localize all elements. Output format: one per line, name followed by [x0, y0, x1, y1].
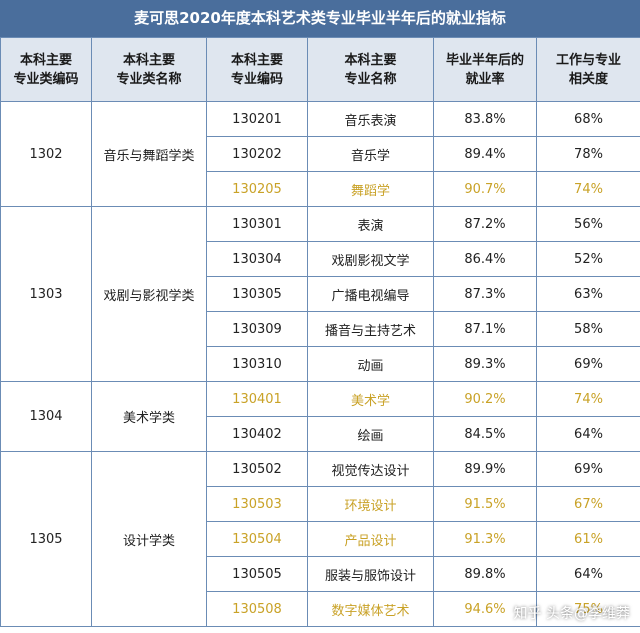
table-row: 130310 动画 89.3% 69%: [1, 346, 640, 382]
major-code-cell: 130502: [206, 451, 308, 487]
table-row: 130202 音乐学 89.4% 78%: [1, 136, 640, 172]
major-code-cell: 130205: [206, 171, 308, 207]
table-body: 1302 音乐与舞蹈学类 130201 音乐表演 83.8% 68% 130202 音乐学 89…: [0, 101, 640, 627]
major-code-cell: 130505: [206, 556, 308, 592]
table-row: 1303 戏剧与影视学类 130301 表演 87.2% 56%: [0, 206, 640, 382]
employment-rate-cell: 90.7%: [433, 171, 537, 207]
employment-rate-cell: 89.4%: [433, 136, 537, 172]
major-name-cell: 视觉传达设计: [307, 451, 434, 487]
header-employment-rate: 毕业半年后的 就业率: [433, 37, 537, 102]
relevance-cell: 58%: [536, 311, 640, 347]
employment-rate-cell: 89.3%: [433, 346, 537, 382]
category-code-cell: 1302: [0, 101, 92, 207]
employment-rate-cell: 84.5%: [433, 416, 537, 452]
relevance-cell: 64%: [536, 416, 640, 452]
table-row: 130402 绘画 84.5% 64%: [1, 416, 640, 452]
major-code-cell: 130402: [206, 416, 308, 452]
header-relevance: 工作与专业 相关度: [536, 37, 640, 102]
relevance-cell: 56%: [536, 206, 640, 242]
category-code-cell: 1305: [0, 451, 92, 627]
category-code-cell: 1303: [0, 206, 92, 382]
table-row: 130304 戏剧影视文学 86.4% 52%: [1, 241, 640, 277]
major-name-cell: 动画: [307, 346, 434, 382]
relevance-cell: 78%: [536, 136, 640, 172]
major-code-cell: 130304: [206, 241, 308, 277]
table-row: 130309 播音与主持艺术 87.1% 58%: [1, 311, 640, 347]
employment-rate-cell: 94.6%: [433, 591, 537, 627]
major-code-cell: 130305: [206, 276, 308, 312]
table-row: 1304 美术学类 130401 美术学 90.2% 74%: [0, 381, 640, 452]
table-row: 130305 广播电视编导 87.3% 63%: [1, 276, 640, 312]
employment-table: 本科主要 专业类编码 本科主要 专业类名称 本科主要 专业编码 本科主要 专业名…: [0, 37, 640, 627]
major-name-cell: 播音与主持艺术: [307, 311, 434, 347]
major-name-cell: 戏剧影视文学: [307, 241, 434, 277]
watermark-source: 头条: [546, 606, 574, 622]
relevance-cell: 61%: [536, 521, 640, 557]
employment-rate-cell: 89.9%: [433, 451, 537, 487]
major-code-cell: 130503: [206, 486, 308, 522]
employment-rate-cell: 90.2%: [433, 381, 537, 417]
table-row: 130508 数字媒体艺术 94.6% 75%: [1, 591, 640, 627]
relevance-cell: 63%: [536, 276, 640, 312]
header-category-code: 本科主要 专业类编码: [0, 37, 92, 102]
relevance-cell: 75%: [536, 591, 640, 627]
category-name-cell: 美术学类: [91, 381, 207, 452]
major-name-cell: 服装与服饰设计: [307, 556, 434, 592]
major-code-cell: 130202: [206, 136, 308, 172]
employment-rate-cell: 91.5%: [433, 486, 537, 522]
table-row: 130205 舞蹈学 90.7% 74%: [1, 171, 640, 207]
major-name-cell: 广播电视编导: [307, 276, 434, 312]
table-row: 1302 音乐与舞蹈学类 130201 音乐表演 83.8% 68%: [0, 101, 640, 207]
major-code-cell: 130310: [206, 346, 308, 382]
header-row: 本科主要 专业类编码 本科主要 专业类名称 本科主要 专业编码 本科主要 专业名…: [0, 37, 640, 102]
major-code-cell: 130201: [206, 101, 308, 137]
major-code-cell: 130301: [206, 206, 308, 242]
category-name-cell: 设计学类: [91, 451, 207, 627]
header-major-code: 本科主要 专业编码: [206, 37, 308, 102]
employment-rate-cell: 87.2%: [433, 206, 537, 242]
category-code-cell: 1304: [0, 381, 92, 452]
category-name-cell: 戏剧与影视学类: [91, 206, 207, 382]
relevance-cell: 69%: [536, 346, 640, 382]
major-code-cell: 130508: [206, 591, 308, 627]
major-name-cell: 绘画: [307, 416, 434, 452]
major-code-cell: 130309: [206, 311, 308, 347]
table-title: 麦可思2020年度本科艺术类专业毕业半年后的就业指标: [0, 0, 640, 37]
employment-rate-cell: 91.3%: [433, 521, 537, 557]
major-name-cell: 环境设计: [307, 486, 434, 522]
employment-rate-cell: 89.8%: [433, 556, 537, 592]
relevance-cell: 52%: [536, 241, 640, 277]
major-name-cell: 表演: [307, 206, 434, 242]
relevance-cell: 74%: [536, 171, 640, 207]
relevance-cell: 64%: [536, 556, 640, 592]
category-name-cell: 音乐与舞蹈学类: [91, 101, 207, 207]
major-name-cell: 数字媒体艺术: [307, 591, 434, 627]
header-category-name: 本科主要 专业类名称: [91, 37, 207, 102]
relevance-cell: 74%: [536, 381, 640, 417]
major-name-cell: 音乐学: [307, 136, 434, 172]
major-code-cell: 130401: [206, 381, 308, 417]
watermark-author: @李维莽: [574, 606, 630, 622]
watermark-prefix: 知乎: [513, 606, 542, 622]
employment-rate-cell: 86.4%: [433, 241, 537, 277]
header-major-name: 本科主要 专业名称: [307, 37, 434, 102]
employment-rate-cell: 87.1%: [433, 311, 537, 347]
major-name-cell: 美术学: [307, 381, 434, 417]
relevance-cell: 67%: [536, 486, 640, 522]
major-name-cell: 舞蹈学: [307, 171, 434, 207]
employment-rate-cell: 87.3%: [433, 276, 537, 312]
major-name-cell: 音乐表演: [307, 101, 434, 137]
major-code-cell: 130504: [206, 521, 308, 557]
employment-rate-cell: 83.8%: [433, 101, 537, 137]
table-row: 130503 环境设计 91.5% 67%: [1, 486, 640, 522]
table-row: 1305 设计学类 130502 视觉传达设计 89.9% 69%: [0, 451, 640, 627]
major-name-cell: 产品设计: [307, 521, 434, 557]
watermark: 知乎 头条@李维莽: [514, 603, 630, 623]
relevance-cell: 69%: [536, 451, 640, 487]
relevance-cell: 68%: [536, 101, 640, 137]
